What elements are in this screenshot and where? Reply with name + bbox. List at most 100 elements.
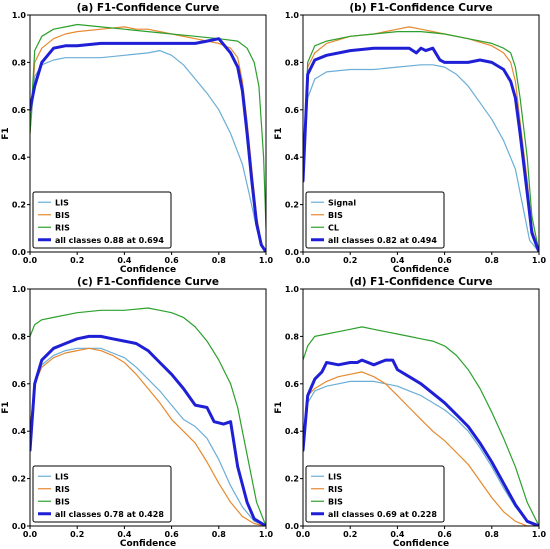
legend-entry: LIS: [55, 198, 69, 207]
series-line-1: [303, 380, 539, 526]
series-line-3: [303, 31, 539, 252]
chart-title: (b) F1-Confidence Curve: [349, 2, 492, 14]
chart-panel-2: (b) F1-Confidence Curve 0.0 0.2 0.4 0.6 0.8 1.…: [274, 2, 547, 275]
x-tick-label: 1.0: [259, 530, 274, 539]
legend-entry: RIS: [55, 485, 70, 494]
legend-entry: LIS: [55, 472, 69, 481]
x-axis-label: Confidence: [393, 265, 449, 275]
y-tick-label: 0.0: [285, 248, 300, 257]
y-tick-label: 0.2: [285, 201, 299, 210]
x-axis-label: Confidence: [120, 265, 176, 275]
legend-entry: CL: [328, 223, 339, 232]
legend-entry: all classes 0.78 at 0.428: [55, 510, 164, 519]
y-tick-label: 0.4: [12, 153, 27, 162]
plot-frame: [302, 14, 540, 253]
y-axis-label: F1: [274, 127, 284, 139]
chart-title: (c) F1-Confidence Curve: [77, 276, 219, 288]
series-line-1: [30, 50, 266, 252]
y-tick-label: 1.0: [285, 285, 300, 294]
series-line-2: [303, 371, 539, 526]
series-line-1: [30, 347, 266, 526]
legend-entry: RIS: [328, 485, 343, 494]
y-tick-label: 0.6: [285, 106, 300, 115]
plot-frame: [29, 14, 267, 253]
y-tick-label: 0.6: [285, 380, 300, 389]
legend-entry: Signal: [328, 198, 356, 207]
x-tick-label: 0.8: [212, 256, 227, 265]
x-tick-label: 0.0: [296, 530, 311, 539]
legend-entry: BIS: [328, 211, 343, 220]
y-axis-label: F1: [1, 127, 11, 139]
x-tick-label: 0.8: [485, 530, 500, 539]
y-tick-label: 0.0: [12, 248, 27, 257]
x-tick-label: 0.4: [117, 530, 132, 539]
plot-frame: [302, 288, 540, 527]
legend: LIS BIS RIS all classes 0.88 at 0.694: [32, 191, 172, 249]
y-tick-label: 1.0: [12, 11, 27, 20]
legend-box: [32, 465, 172, 523]
x-tick-label: 0.4: [390, 530, 405, 539]
plot-frame: [29, 288, 267, 527]
chart-panel-1: (a) F1-Confidence Curve 0.0 0.2 0.4 0.6 0.8 1.…: [1, 2, 274, 275]
legend-entry: BIS: [55, 497, 70, 506]
y-tick-label: 0.6: [12, 380, 27, 389]
y-tick-label: 0.2: [12, 475, 26, 484]
y-tick-label: 0.8: [12, 332, 27, 341]
legend-entry: all classes 0.88 at 0.694: [55, 236, 164, 245]
legend-box: [305, 191, 445, 249]
chart-title: (a) F1-Confidence Curve: [77, 2, 220, 14]
x-tick-label: 0.4: [390, 256, 405, 265]
y-tick-label: 0.0: [12, 522, 27, 531]
y-tick-label: 1.0: [285, 11, 300, 20]
y-tick-label: 0.8: [285, 58, 300, 67]
x-tick-label: 1.0: [532, 530, 547, 539]
series-line-4: [303, 46, 539, 252]
y-tick-label: 0.4: [285, 427, 300, 436]
x-tick-label: 1.0: [532, 256, 547, 265]
x-tick-label: 0.6: [165, 256, 180, 265]
legend-entry: BIS: [55, 211, 70, 220]
x-tick-label: 0.2: [343, 256, 357, 265]
y-tick-label: 0.6: [12, 106, 27, 115]
legend-entry: all classes 0.82 at 0.494: [328, 236, 437, 245]
y-axis-label: F1: [274, 401, 284, 413]
x-tick-label: 0.6: [438, 256, 453, 265]
chart-panel-4: (d) F1-Confidence Curve 0.0 0.2 0.4 0.6 0.8 1.…: [274, 276, 547, 549]
legend-entry: BIS: [328, 497, 343, 506]
series-line-3: [30, 307, 266, 526]
legend-box: [305, 465, 445, 523]
series-line-4: [30, 334, 266, 526]
y-tick-label: 0.0: [285, 522, 300, 531]
legend-entry: RIS: [55, 223, 70, 232]
x-tick-label: 1.0: [259, 256, 274, 265]
series-line-2: [30, 347, 266, 526]
series-line-1: [303, 64, 539, 252]
legend: LIS RIS BIS all classes 0.69 at 0.228: [305, 465, 445, 523]
legend-box: [32, 191, 172, 249]
x-tick-label: 0.4: [117, 256, 132, 265]
legend-entry: LIS: [328, 472, 342, 481]
x-tick-label: 0.8: [485, 256, 500, 265]
x-tick-label: 0.6: [438, 530, 453, 539]
legend: Signal BIS CL all classes 0.82 at 0.494: [305, 191, 445, 249]
y-tick-label: 0.4: [12, 427, 27, 436]
x-tick-label: 0.8: [212, 530, 227, 539]
x-tick-label: 0.0: [23, 530, 38, 539]
chart-title: (d) F1-Confidence Curve: [349, 276, 492, 288]
y-tick-label: 0.2: [12, 201, 26, 210]
legend: LIS RIS BIS all classes 0.78 at 0.428: [32, 465, 172, 523]
y-tick-label: 0.8: [12, 58, 27, 67]
series-line-3: [303, 326, 539, 526]
series-line-3: [30, 23, 266, 229]
x-tick-label: 0.2: [70, 256, 84, 265]
y-tick-label: 0.8: [285, 332, 300, 341]
legend-entry: all classes 0.69 at 0.228: [328, 510, 437, 519]
x-tick-label: 0.2: [343, 530, 357, 539]
x-tick-label: 0.2: [70, 530, 84, 539]
series-line-4: [30, 37, 266, 252]
x-tick-label: 0.0: [296, 256, 311, 265]
x-axis-label: Confidence: [120, 539, 176, 549]
x-tick-label: 0.6: [165, 530, 180, 539]
y-tick-label: 0.2: [285, 475, 299, 484]
